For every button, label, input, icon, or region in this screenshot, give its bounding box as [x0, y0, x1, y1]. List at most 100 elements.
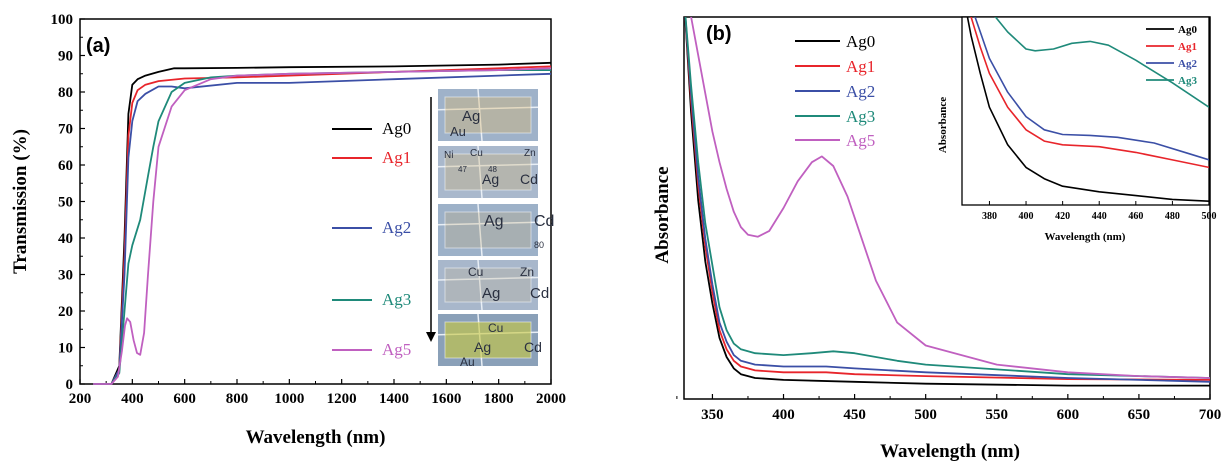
series-line-ag2: [684, 17, 1210, 383]
x-tick-label: 700: [1199, 407, 1222, 423]
inset-legend-label-ag0: Ag0: [1178, 24, 1197, 36]
inset-x-tick-label: 480: [1165, 211, 1180, 222]
x-tick-label: 1600: [431, 391, 461, 407]
y-tick-label: 70: [58, 122, 73, 138]
photo-grid-line: [437, 163, 539, 168]
photo-element-label: Ni: [444, 150, 453, 161]
y-axis-title-a: Transmission (%): [10, 129, 31, 274]
legend-label-ag1: Ag1: [382, 148, 411, 167]
legend-label-ag3: Ag3: [846, 107, 875, 126]
panel-label-b: (b): [706, 23, 732, 45]
x-tick-label: 500: [914, 407, 937, 423]
inset-x-tick-label: 380: [982, 211, 997, 222]
photo-element-label: Ag: [474, 339, 491, 355]
legend-label-ag2: Ag2: [382, 218, 411, 237]
y-tick-label: 90: [58, 49, 73, 65]
inset-series-line-ag0: [966, 17, 1209, 202]
x-tick-label: 400: [121, 391, 144, 407]
x-tick-label: 350: [701, 407, 724, 423]
plot-frame-b: [683, 16, 1211, 400]
inset-series-line-ag3: [994, 17, 1209, 108]
inset-x-tick-label: 500: [1202, 211, 1217, 222]
y-axis-title-b: Absorbance: [652, 166, 673, 263]
photo-grid-line: [437, 106, 539, 111]
photo-grid-line: [477, 203, 483, 257]
x-tick-label: 1200: [327, 391, 357, 407]
y-tick-label: 20: [58, 304, 73, 320]
photo-element-label: Ag: [462, 108, 480, 125]
panel-b: 350 400 450 500 550 600 650 700 Wavelength (nm) A…: [652, 16, 1222, 462]
inset-series-group: [966, 17, 1209, 202]
y-tick-label: 30: [58, 268, 73, 284]
photo-element-label: Ag: [484, 213, 504, 230]
series-line-ag0: [684, 17, 1210, 387]
photo-grid-line: [477, 88, 483, 142]
photo-element-label: Ag: [482, 171, 499, 187]
series-group-b: [684, 17, 1210, 387]
legend-label-ag2: Ag2: [846, 82, 875, 101]
inset-frame: [961, 16, 1210, 206]
photo-grid-line: [437, 276, 539, 281]
series-line-ag5: [93, 67, 552, 385]
inset-photo-4: Cu Zn Ag Cd: [437, 259, 549, 311]
inset-y-axis-title: Absorbance: [937, 97, 949, 153]
x-axis-title-b: Wavelength (nm): [880, 441, 1020, 462]
glass-sample: [444, 211, 532, 249]
legend-label-ag5: Ag5: [846, 131, 875, 150]
photo-sequence-arrowhead: [426, 332, 436, 342]
photo-background: [438, 204, 538, 256]
inset-photo-3: Ag Cd 80: [437, 203, 554, 257]
photo-element-label: Ag: [482, 285, 500, 302]
glass-sample: [444, 153, 532, 191]
legend-label-ag0: Ag0: [846, 32, 875, 51]
glass-sample: [444, 267, 532, 303]
y-tick-label: 0: [66, 377, 74, 393]
photo-element-label: Au: [460, 355, 475, 369]
panel-a: 200 400 600 800 1000 1200 1400 1600 1800 2000 0 10 2…: [10, 12, 566, 448]
x-tick-label: 600: [173, 391, 196, 407]
photo-element-label: Au: [450, 124, 466, 139]
y-tick-label: 80: [58, 85, 73, 101]
y-tick-label: 40: [58, 231, 73, 247]
photo-background: [438, 89, 538, 141]
series-line-ag2: [93, 72, 552, 385]
series-line-ag5: [690, 17, 1210, 379]
photo-element-label: 48: [488, 165, 497, 174]
y-tick-label: 60: [58, 158, 73, 174]
x-tick-label: 450: [843, 407, 866, 423]
photo-element-label: Cd: [530, 285, 549, 302]
inset-legend-label-ag1: Ag1: [1178, 41, 1197, 53]
inset-x-tick-label: 460: [1128, 211, 1143, 222]
inset-x-tick-label: 420: [1055, 211, 1070, 222]
x-tick-label: 550: [986, 407, 1009, 423]
x-tick-label: 400: [772, 407, 795, 423]
x-tick-label: 600: [1057, 407, 1080, 423]
y-tick-label: 50: [58, 195, 73, 211]
x-tick-label: 1800: [484, 391, 514, 407]
inset-x-tick-label: 400: [1019, 211, 1034, 222]
panel-label-a: (a): [86, 35, 110, 57]
photo-element-label: Cu: [488, 321, 503, 335]
legend-label-ag0: Ag0: [382, 119, 411, 138]
legend-label-ag5: Ag5: [382, 340, 411, 359]
photo-element-label: Cd: [524, 339, 542, 355]
inset-series-line-ag2: [974, 17, 1209, 161]
series-line-ag3: [684, 17, 1210, 379]
glass-sample: [444, 96, 532, 134]
x-tick-label: 1000: [274, 391, 304, 407]
y-tick-label: 100: [51, 12, 74, 28]
legend-label-ag3: Ag3: [382, 290, 411, 309]
photo-element-label: Zn: [524, 148, 536, 159]
photo-element-label: Cd: [520, 171, 538, 187]
x-tick-label: 1400: [379, 391, 409, 407]
inset-x-axis-title: Wavelength (nm): [1045, 231, 1126, 243]
glass-sample: [444, 321, 532, 359]
photo-element-label: Cu: [468, 265, 483, 279]
photo-background: [438, 146, 538, 198]
photo-grid-line: [437, 221, 539, 226]
x-tick-label: 200: [69, 391, 92, 407]
photo-grid-line: [477, 145, 483, 199]
